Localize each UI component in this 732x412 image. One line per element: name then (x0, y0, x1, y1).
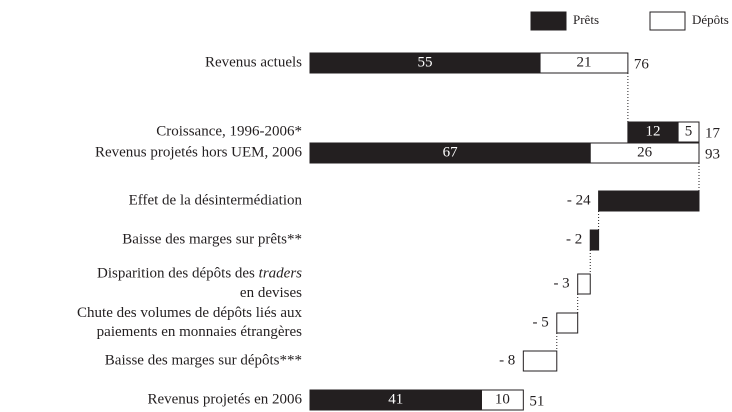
value-label: - 2 (566, 231, 582, 247)
bar (577, 273, 591, 295)
category-label: paiements en monnaies étrangères (97, 324, 302, 340)
category-label-part: traders (259, 266, 303, 282)
value-label: 55 (418, 54, 433, 70)
category-label: Revenus actuels (205, 54, 302, 70)
bar (522, 350, 558, 372)
legend-swatch (530, 11, 567, 31)
value-label: - 5 (533, 314, 549, 330)
value-label: 67 (443, 144, 459, 160)
category-label: Effet de la désintermédiation (129, 192, 303, 208)
value-label: 21 (576, 54, 591, 70)
legend-swatch (649, 11, 686, 31)
category-label: Baisse des marges sur prêts** (122, 231, 302, 247)
category-label: Baisse des marges sur dépôts*** (105, 352, 302, 368)
category-label: Disparition des dépôts des traders (97, 266, 302, 282)
category-label: Revenus projetés en 2006 (147, 391, 302, 407)
bar (589, 142, 700, 164)
value-label: 41 (388, 391, 403, 407)
total-label: 76 (634, 56, 650, 72)
legend-label: Dépôts (692, 12, 729, 27)
bar (677, 121, 700, 143)
legend-label: Prêts (573, 12, 599, 27)
value-label: - 3 (553, 275, 569, 291)
total-label: 51 (529, 393, 544, 409)
value-label: 10 (495, 391, 510, 407)
category-label-part: Disparition des dépôts des (97, 266, 259, 282)
total-label: 93 (705, 146, 720, 162)
category-label: Croissance, 1996-2006* (156, 123, 302, 139)
total-label: 17 (705, 125, 721, 141)
bar (539, 52, 629, 74)
bar (480, 389, 524, 411)
category-label: Chute des volumes de dépôts liés aux (77, 305, 302, 321)
value-label: 12 (645, 123, 660, 139)
category-label: Revenus projetés hors UEM, 2006 (95, 144, 303, 160)
value-label: - 8 (499, 352, 515, 368)
bar (556, 312, 579, 334)
value-label: - 24 (567, 192, 591, 208)
category-label: en devises (240, 285, 302, 301)
value-label: 26 (637, 144, 653, 160)
value-label: 5 (685, 123, 693, 139)
bar (589, 229, 600, 251)
bar (598, 190, 700, 212)
